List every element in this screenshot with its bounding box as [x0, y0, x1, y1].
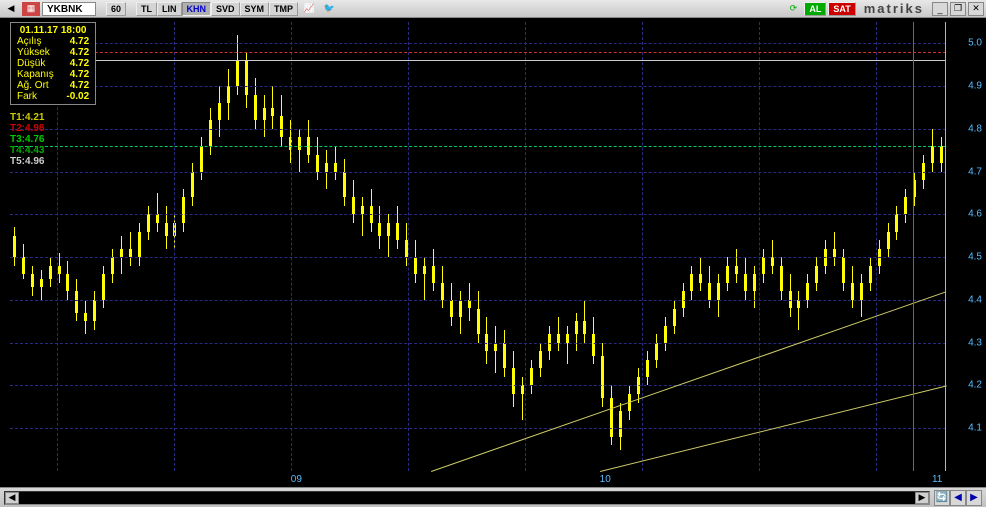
scroll-left-icon[interactable]: ◀: [2, 2, 20, 16]
t-level-label: T4:4.43: [10, 145, 44, 156]
y-tick-label: 4.6: [968, 209, 982, 220]
cursor-vertical-line: [913, 22, 914, 471]
y-tick-label: 4.8: [968, 123, 982, 134]
scroll-left-button[interactable]: ◀: [5, 492, 19, 504]
sell-button[interactable]: SAT: [828, 2, 855, 16]
ohlc-value: 4.72: [70, 36, 89, 47]
news-icon[interactable]: 📈: [300, 2, 318, 16]
ohlc-panel: 01.11.17 18:00 Açılış 4.72 Yüksek 4.72 Düşük…: [10, 22, 96, 105]
ohlc-value: 4.72: [70, 69, 89, 80]
refresh-icon[interactable]: ⟳: [784, 2, 802, 16]
ohlc-value: 4.72: [70, 47, 89, 58]
next-page-icon[interactable]: ▶: [966, 490, 982, 506]
buy-button[interactable]: AL: [804, 2, 826, 16]
y-tick-label: 4.1: [968, 423, 982, 434]
bottom-bar: ◀ ▶ 🔄 ◀ ▶: [0, 487, 986, 507]
ohlc-label: Düşük: [17, 58, 45, 69]
y-tick-label: 4.2: [968, 380, 982, 391]
right-edge-line: [945, 22, 946, 471]
minimize-button[interactable]: _: [932, 2, 948, 16]
toolbar-button-tl[interactable]: TL: [136, 2, 157, 16]
horizontal-level-line: [10, 146, 946, 147]
toolbar-button-svd[interactable]: SVD: [211, 2, 240, 16]
horizontal-level-line: [10, 60, 946, 61]
t-level-label: T1:4.21: [10, 112, 44, 123]
y-tick-label: 4.4: [968, 294, 982, 305]
y-tick-label: 4.9: [968, 81, 982, 92]
t-level-label: T3:4.76: [10, 134, 44, 145]
ohlc-value: 4.72: [70, 58, 89, 69]
ohlc-label: Açılış: [17, 36, 41, 47]
period-button[interactable]: 60: [106, 2, 126, 16]
prev-page-icon[interactable]: ◀: [950, 490, 966, 506]
horizontal-level-line: [10, 52, 946, 53]
scroll-right-button[interactable]: ▶: [915, 492, 929, 504]
y-tick-label: 4.3: [968, 337, 982, 348]
brand-label: matriks: [858, 1, 930, 16]
close-button[interactable]: ✕: [968, 2, 984, 16]
t-level-label: T2:4.98: [10, 123, 44, 134]
toolbar: ◀ ▦ YKBNK 60 TLLINKHNSVDSYMTMP 📈 🐦 ⟳ AL …: [0, 0, 986, 18]
toolbar-button-lin[interactable]: LIN: [157, 2, 182, 16]
x-tick-label: 10: [600, 474, 611, 485]
time-scrollbar[interactable]: ◀ ▶: [4, 491, 930, 505]
y-axis: 5.0 4.9 4.8 4.7 4.6 4.5 4.4 4.3 4.2 4.1: [948, 22, 986, 471]
ohlc-label: Fark: [17, 91, 37, 102]
ohlc-label: Yüksek: [17, 47, 50, 58]
toolbar-button-tmp[interactable]: TMP: [269, 2, 298, 16]
level-labels: T1:4.21T2:4.98T3:4.76T4:4.43T5:4.96: [10, 112, 44, 167]
chart-icon[interactable]: ▦: [22, 2, 40, 16]
restore-button[interactable]: ❐: [950, 2, 966, 16]
y-tick-label: 4.5: [968, 252, 982, 263]
toolbar-button-sym[interactable]: SYM: [240, 2, 270, 16]
ohlc-label: Ağ. Ort: [17, 80, 49, 91]
ohlc-label: Kapanış: [17, 69, 54, 80]
ohlc-value: 4.72: [70, 80, 89, 91]
ticker-input[interactable]: YKBNK: [42, 2, 96, 16]
t-level-label: T5:4.96: [10, 156, 44, 167]
x-tick-label: 11: [932, 474, 942, 485]
ohlc-datetime: 01.11.17 18:00: [17, 25, 89, 36]
y-tick-label: 5.0: [968, 38, 982, 49]
reload-icon[interactable]: 🔄: [934, 490, 950, 506]
ohlc-value: -0.02: [66, 91, 89, 102]
toolbar-button-khn[interactable]: KHN: [182, 2, 212, 16]
x-tick-label: 09: [291, 474, 302, 485]
y-tick-label: 4.7: [968, 166, 982, 177]
chart-area[interactable]: 5.0 4.9 4.8 4.7 4.6 4.5 4.4 4.3 4.2 4.1 01.11.17 …: [0, 18, 986, 487]
twitter-icon[interactable]: 🐦: [320, 2, 338, 16]
